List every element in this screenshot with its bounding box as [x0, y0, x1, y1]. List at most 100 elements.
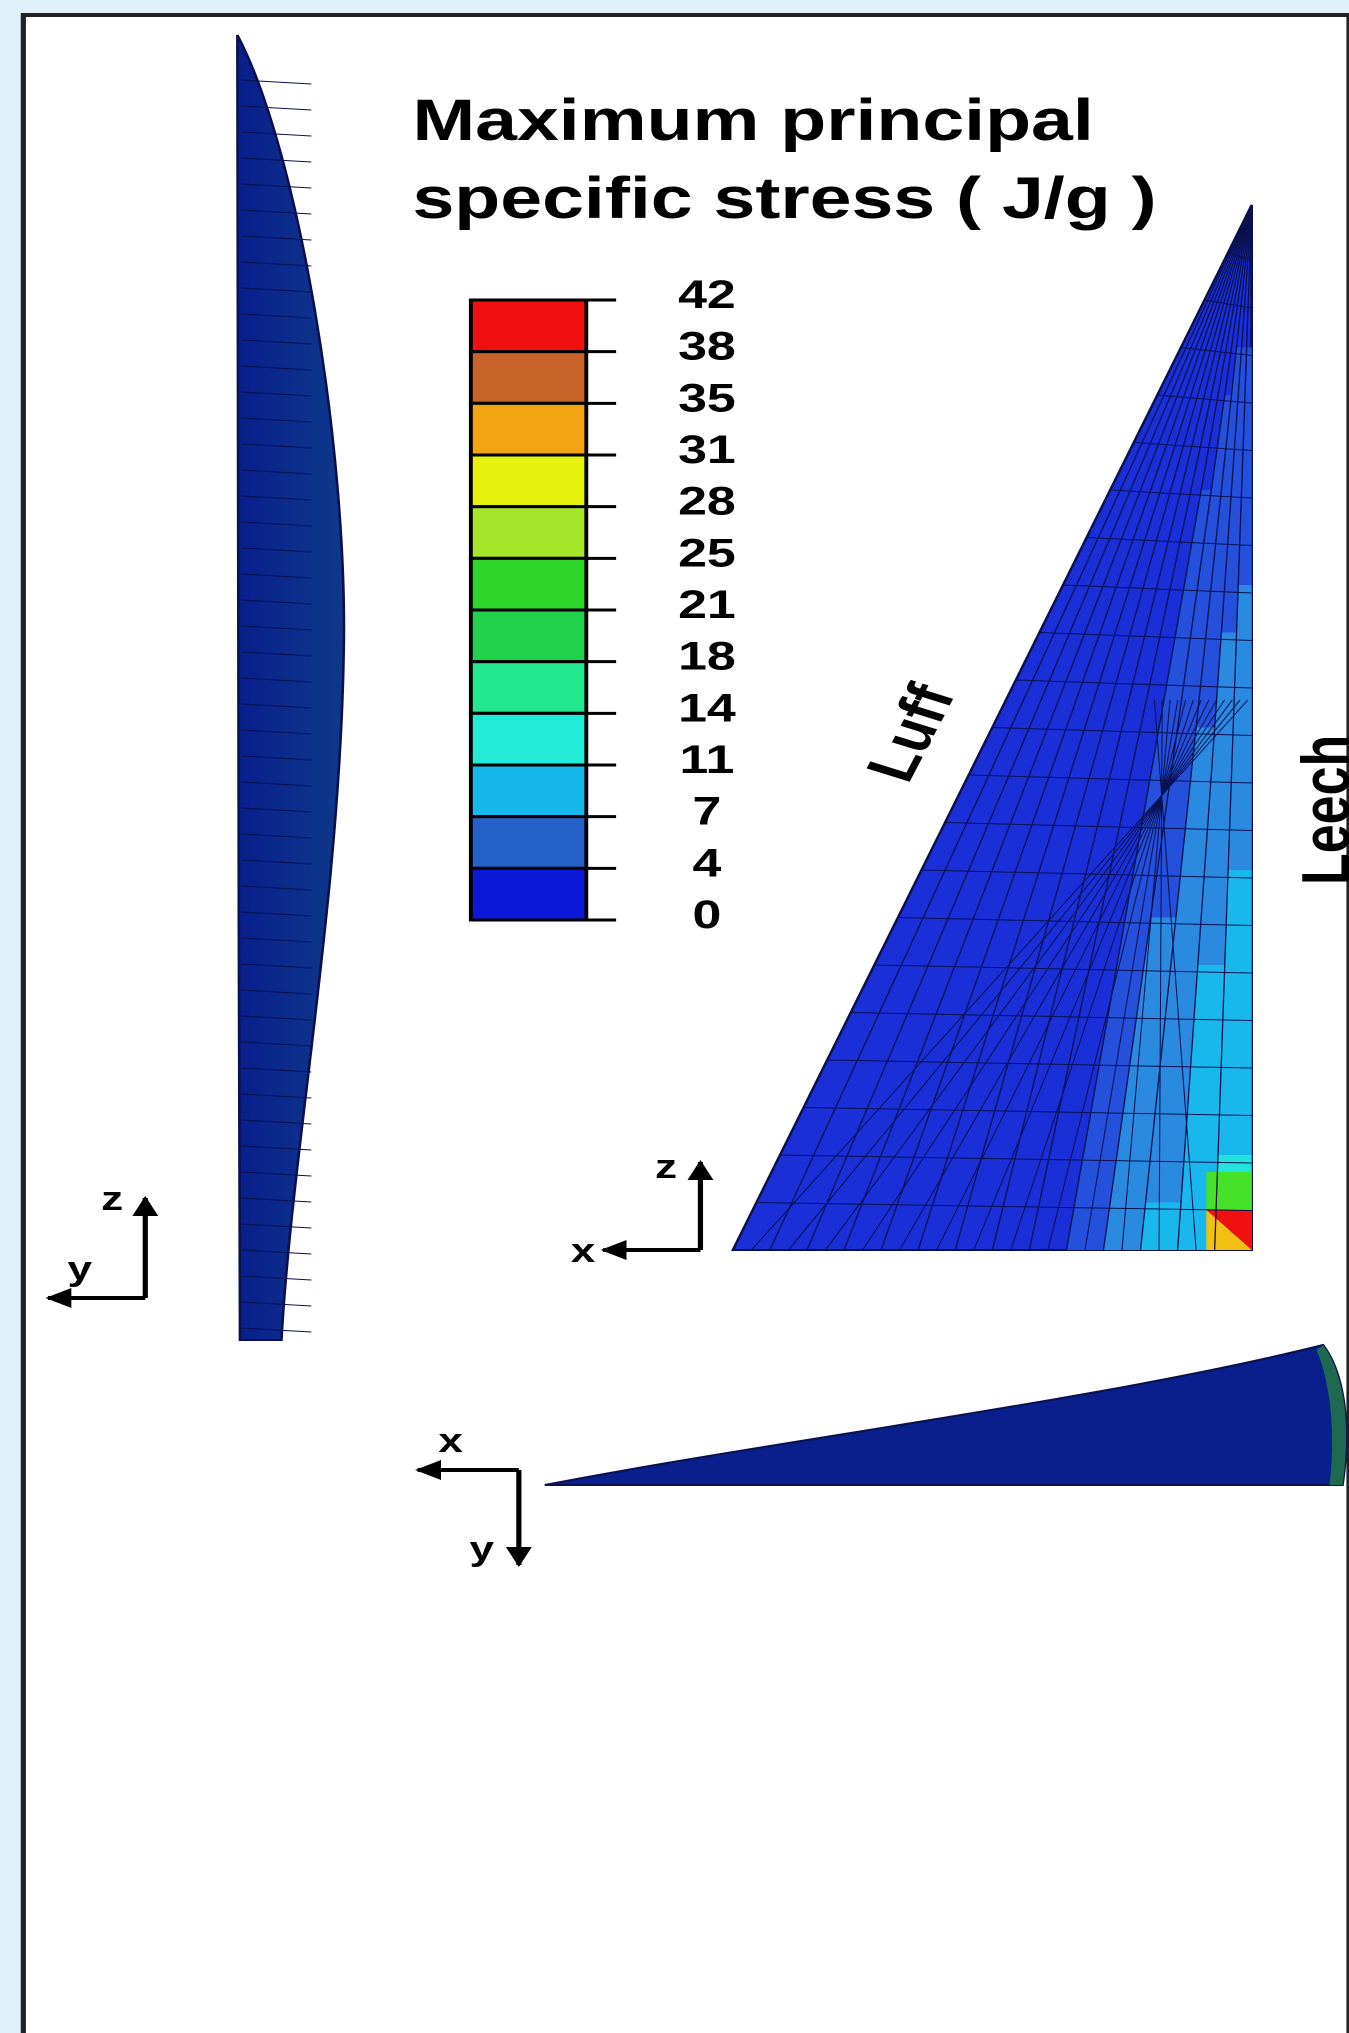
stress-cell	[1206, 1210, 1252, 1250]
mesh-line	[874, 964, 1252, 974]
axis-label: z	[101, 1180, 123, 1218]
stress-cell	[1206, 1172, 1252, 1210]
mesh-line	[241, 1145, 312, 1151]
colorbar: 42 38 35 31 28 25 21 18 14 11 7 4 0	[468, 272, 736, 937]
level-label: 14	[678, 685, 736, 730]
stress-cell	[1221, 442, 1235, 490]
mesh-line	[850, 1012, 1252, 1021]
stress-cell	[1175, 870, 1205, 918]
stress-cell	[1229, 775, 1252, 823]
stress-cell	[1224, 537, 1240, 585]
mesh-line	[1180, 347, 1252, 356]
stress-cell	[1228, 822, 1252, 870]
stress-cell	[1184, 1107, 1220, 1155]
stress-cell	[1187, 1060, 1222, 1108]
level-label: 35	[678, 375, 736, 420]
mesh-line	[241, 599, 312, 605]
stress-cell	[1143, 917, 1176, 965]
stress-cell	[1159, 680, 1185, 728]
stress-cell	[1192, 490, 1212, 538]
color-band	[468, 556, 589, 612]
mesh-line	[241, 417, 312, 423]
mesh-line	[1176, 204, 1253, 1251]
mesh-line	[897, 917, 1252, 926]
stress-cell	[1066, 1202, 1111, 1250]
stress-cell	[1214, 680, 1235, 728]
stress-cell	[1194, 965, 1225, 1013]
stress-field	[1066, 347, 1252, 1250]
mesh-line	[1039, 632, 1252, 641]
side-triad: z y	[45, 1180, 159, 1308]
axis-label: x	[571, 1232, 596, 1270]
stress-cell	[1186, 775, 1212, 823]
stress-cell	[1074, 1155, 1117, 1203]
mesh-line	[241, 287, 312, 293]
axis-label: z	[655, 1148, 677, 1186]
stress-cell	[1170, 917, 1202, 965]
stress-cell	[1177, 680, 1202, 728]
mesh-line	[241, 755, 312, 761]
stress-cell	[1218, 632, 1237, 680]
mesh-line	[241, 365, 312, 371]
stress-cell	[1191, 1012, 1224, 1060]
mesh-line	[241, 1041, 312, 1047]
mesh-line	[780, 1154, 1252, 1164]
top-triad: x y	[415, 1422, 532, 1568]
stress-cell	[1238, 347, 1247, 395]
stress-cell	[1164, 775, 1192, 823]
mesh-line	[241, 495, 312, 501]
stress-cell	[1221, 1012, 1252, 1060]
mesh-line	[241, 885, 312, 891]
stress-cell	[1191, 727, 1215, 775]
mesh-line	[756, 1202, 1252, 1211]
color-band	[468, 866, 589, 922]
level-label: 28	[678, 478, 736, 523]
stress-cell	[1221, 585, 1239, 633]
mesh-line	[241, 1275, 312, 1281]
side-mesh	[241, 79, 312, 1333]
side-view	[236, 34, 346, 1341]
stress-cell	[1150, 870, 1181, 918]
stress-cell	[1219, 1060, 1252, 1108]
mesh-line	[1102, 204, 1253, 1251]
mesh-line	[945, 822, 1252, 831]
mesh-line	[769, 204, 1253, 1251]
mesh-line	[917, 204, 1253, 1251]
color-band	[468, 660, 589, 715]
mesh-line	[954, 204, 1253, 1251]
mesh-line	[241, 105, 312, 111]
mesh-line	[880, 204, 1253, 1251]
mesh-line	[1157, 394, 1252, 404]
mesh-line	[241, 443, 312, 449]
stress-cell	[1201, 632, 1222, 680]
front-triad: z x	[571, 1148, 714, 1270]
stress-cell	[1145, 1155, 1185, 1203]
sail-mesh	[750, 204, 1253, 1251]
stress-cell	[1228, 490, 1242, 538]
level-label: 25	[678, 530, 736, 575]
mesh-line	[241, 1223, 312, 1229]
mesh-line	[241, 521, 312, 527]
level-label: 31	[678, 427, 736, 472]
stress-cell	[1167, 632, 1192, 680]
stress-cell	[1197, 537, 1217, 585]
stress-cell	[1110, 1155, 1151, 1203]
stress-cell	[1116, 1107, 1156, 1155]
title-line: specific stress ( J/g )	[412, 166, 1156, 231]
mesh-line	[1204, 299, 1252, 309]
mesh-line	[241, 131, 312, 137]
mesh-line	[1086, 537, 1252, 546]
mesh-line	[241, 1197, 312, 1203]
stress-cell	[1231, 727, 1252, 775]
mesh-line	[1015, 679, 1252, 689]
color-band	[468, 505, 589, 560]
stress-cell	[1207, 775, 1232, 823]
stress-cell	[1238, 537, 1252, 585]
mesh-line	[241, 911, 312, 917]
stress-cell	[1206, 585, 1225, 633]
stress-cell	[1218, 1107, 1252, 1155]
stress-cell	[1239, 490, 1252, 538]
mesh-line	[241, 807, 312, 813]
stress-cell	[1226, 870, 1252, 918]
stress-cell	[1241, 442, 1252, 490]
